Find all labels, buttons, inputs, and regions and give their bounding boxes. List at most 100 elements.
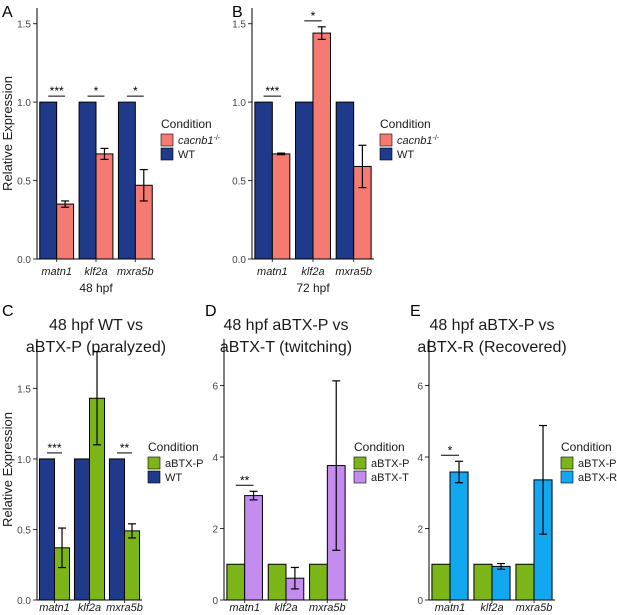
legend-label: aBTX-T <box>371 472 409 484</box>
chart-title: aBTX-P (paralyzed) <box>26 339 166 356</box>
y-tick-label: 0.5 <box>17 177 31 188</box>
bar <box>226 563 246 601</box>
chart-title: 48 hpf aBTX-P vs <box>223 317 348 334</box>
bar <box>124 530 141 601</box>
legend-key <box>560 470 574 484</box>
legend-label: cacnb1-/- <box>178 135 221 147</box>
bar <box>56 203 75 260</box>
legend-key <box>353 456 367 470</box>
panel-b: B 0.0 0.5 1.0 1.5 *** matn1 * klf2a mxra5b 72 hpf C… <box>232 4 440 295</box>
legend-key <box>147 456 161 470</box>
y-tick-label: 1.0 <box>17 98 31 109</box>
chart-title: aBTX-T (twitching) <box>220 339 352 356</box>
legend-key <box>560 456 574 470</box>
panel-label: B <box>232 4 243 21</box>
x-tick-label: mxra5b <box>516 602 553 614</box>
x-tick-label: mxra5b <box>106 602 143 614</box>
y-tick-label: 1.0 <box>17 455 31 466</box>
legend-title: Condition <box>561 440 612 454</box>
legend: Condition aBTX-P aBTX-R <box>560 440 617 484</box>
panel-label: A <box>2 4 13 21</box>
y-tick-label: 0.0 <box>17 596 31 607</box>
y-axis-label: Relative Expression <box>0 76 15 191</box>
y-tick-label: 0.5 <box>232 177 246 188</box>
legend: Condition aBTX-P aBTX-T <box>353 440 410 484</box>
bar <box>73 458 90 601</box>
panel-d: D 48 hpf aBTX-P vs aBTX-T (twitching) 0 2 4 6 *… <box>205 303 410 614</box>
y-tick-label: 0.5 <box>17 525 31 536</box>
y-tick-label: 0 <box>417 596 423 607</box>
legend-key <box>147 470 161 484</box>
x-tick-label: matn1 <box>39 602 70 614</box>
y-tick-label: 1.5 <box>17 20 31 31</box>
x-tick-label: matn1 <box>41 266 72 278</box>
legend-title: Condition <box>148 440 199 454</box>
legend-key <box>379 147 393 161</box>
x-tick-label: mxra5b <box>335 266 372 278</box>
legend-label: WT <box>397 149 414 161</box>
legend-label: WT <box>165 472 182 484</box>
bar <box>271 153 291 260</box>
significance-marker: *** <box>265 84 279 98</box>
x-tick-label: klf2a <box>301 266 324 278</box>
bar <box>449 471 469 601</box>
significance-marker: * <box>133 84 138 98</box>
x-tick-label: matn1 <box>435 602 466 614</box>
legend-title: Condition <box>380 117 431 131</box>
y-tick-label: 2 <box>417 524 423 535</box>
x-tick-label: klf2a <box>480 602 503 614</box>
legend: Condition cacnb1-/- WT <box>379 117 440 161</box>
bar <box>473 563 493 601</box>
legend-title: Condition <box>354 440 405 454</box>
significance-marker: * <box>311 9 316 23</box>
bar <box>39 101 58 260</box>
legend-title: Condition <box>161 117 212 131</box>
y-tick-label: 1.5 <box>232 20 246 31</box>
y-tick-label: 2 <box>212 524 218 535</box>
y-tick-label: 4 <box>212 453 218 464</box>
bar <box>117 101 136 260</box>
legend-key <box>353 470 367 484</box>
chart-title: 48 hpf aBTX-P vs <box>429 317 554 334</box>
chart-title: aBTX-R (Recovered) <box>417 339 566 356</box>
legend: Condition cacnb1-/- WT <box>160 117 221 161</box>
bar <box>244 495 263 601</box>
bar <box>108 458 125 601</box>
x-tick-label: matn1 <box>257 266 288 278</box>
legend-label: cacnb1-/- <box>397 135 440 147</box>
legend-label: aBTX-P <box>371 458 410 470</box>
legend-label: aBTX-R <box>578 472 617 484</box>
y-tick-label: 6 <box>417 381 423 392</box>
significance-marker: *** <box>50 84 64 98</box>
significance-marker: *** <box>47 441 61 455</box>
panel-c: C 48 hpf WT vs aBTX-P (paralyzed) 0.0 0.5 1.0… <box>0 303 204 614</box>
legend-key <box>160 147 174 161</box>
y-axis-label: Relative Expression <box>0 412 15 527</box>
legend-label: aBTX-P <box>165 458 204 470</box>
legend: Condition aBTX-P WT <box>147 440 204 484</box>
bar <box>515 563 535 601</box>
significance-marker: ** <box>120 441 130 455</box>
bar <box>267 563 287 601</box>
x-axis-label: 48 hpf <box>79 281 113 295</box>
bar <box>312 32 331 260</box>
legend-label: aBTX-P <box>578 458 617 470</box>
bar <box>254 101 273 260</box>
y-tick-label: 1.5 <box>17 384 31 395</box>
x-tick-label: mxra5b <box>309 602 346 614</box>
bar <box>95 153 114 260</box>
y-tick-label: 0.0 <box>17 255 31 266</box>
x-tick-label: klf2a <box>274 602 297 614</box>
y-tick-label: 6 <box>212 381 218 392</box>
panel-label: C <box>2 303 14 320</box>
x-tick-label: klf2a <box>78 602 101 614</box>
x-tick-label: klf2a <box>84 266 107 278</box>
significance-marker: * <box>448 443 453 457</box>
panel-e: E 48 hpf aBTX-P vs aBTX-R (Recovered) 0 2 4 6 *… <box>410 303 617 614</box>
bar <box>491 565 511 601</box>
x-tick-label: matn1 <box>229 602 260 614</box>
panel-label: E <box>410 303 421 320</box>
legend-key <box>160 133 174 147</box>
significance-marker: ** <box>240 473 250 487</box>
